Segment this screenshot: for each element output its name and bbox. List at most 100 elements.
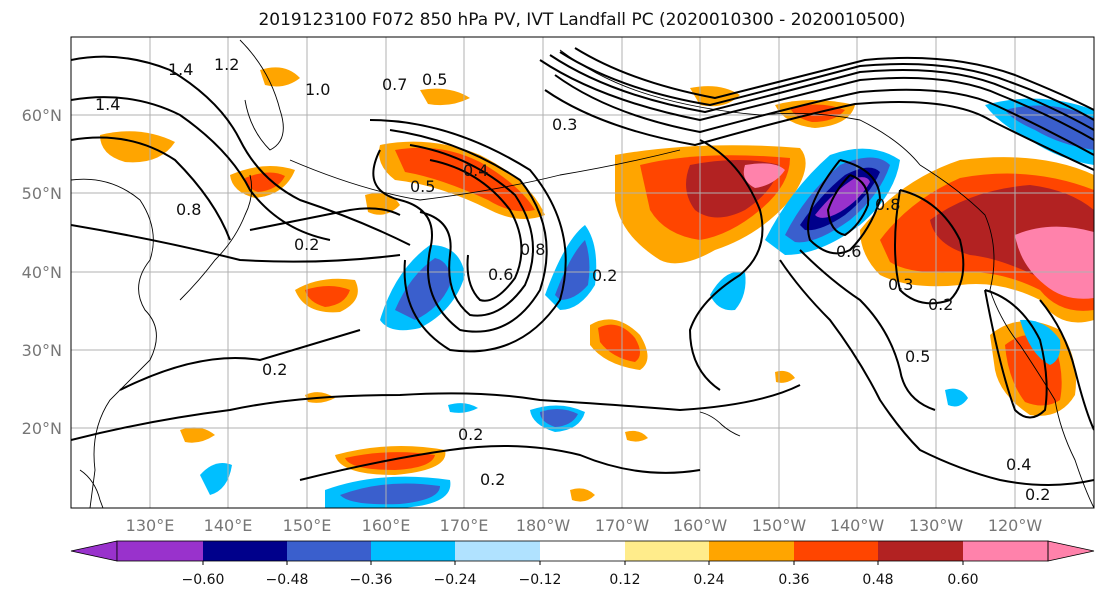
colorbar-tick-label: −0.24 [434, 572, 477, 588]
colorbar-tick-label: 0.48 [862, 572, 893, 588]
colorbar-extend-high [1047, 540, 1095, 562]
graticule [71, 37, 1094, 508]
contour-label: 0.2 [262, 360, 287, 379]
contour-jet-6 [574, 47, 1094, 111]
colorbar-tick-label: −0.12 [519, 572, 562, 588]
coast-japan [179, 174, 253, 301]
contour-jet-2 [549, 54, 1094, 131]
coast-philippines [79, 469, 104, 508]
contour-east-4 [807, 159, 882, 255]
contour-west-4 [71, 224, 401, 263]
coast-hawaii [699, 411, 741, 437]
lon-label-160w: 160°W [673, 516, 728, 535]
contour-label: 0.8 [875, 195, 900, 214]
coast-north-america [919, 164, 1094, 508]
contour-label: 0.2 [294, 235, 319, 254]
positive-region-pnw-pink [1015, 226, 1094, 299]
colorbar-swatch [287, 541, 371, 561]
colorbar: −0.60 −0.48 −0.36 −0.24 −0.12 0.12 0.24 … [70, 540, 1095, 588]
colorbar-tick-label: 0.60 [947, 572, 978, 588]
contour-label: 0.3 [552, 115, 577, 134]
contour-label: 0.5 [905, 347, 930, 366]
negative-region-south-3 [200, 462, 232, 495]
contour-east-5 [826, 174, 870, 237]
contour-label: 0.4 [463, 161, 488, 180]
contour-label: 0.8 [520, 240, 545, 259]
contour-label: 0.2 [480, 470, 505, 489]
positive-region-gulf-pink [743, 163, 785, 188]
contour-trough-2 [409, 144, 534, 317]
lat-label-30n: 30°N [22, 341, 62, 360]
contour-jet-5 [544, 89, 1094, 171]
contour-east-7 [984, 289, 1048, 419]
contour-label: 0.3 [888, 275, 913, 294]
contour-label: 0.6 [836, 242, 861, 261]
coast-asia [71, 178, 157, 508]
contour-label: 1.0 [305, 80, 330, 99]
contour-east-8 [1039, 299, 1094, 431]
map-panel: 1.4 1.2 1.0 0.7 0.5 0.3 0.2 0.4 0.6 0.8 … [70, 36, 1095, 509]
lat-label-50n: 50°N [22, 184, 62, 203]
contour-jet-3 [559, 51, 1094, 121]
contour-west-8 [249, 207, 401, 231]
negative-region-south-1-blue [540, 408, 578, 427]
colorbar-tick-label: −0.36 [350, 572, 393, 588]
contour-label: 0.8 [176, 200, 201, 219]
lon-label-170w: 170°W [595, 516, 650, 535]
contour-jet-4 [554, 74, 1094, 156]
contour-west-2 [71, 96, 331, 241]
lat-label-40n: 40°N [22, 263, 62, 282]
contour-west-3 [71, 136, 231, 241]
colorbar-tick-label: 0.24 [693, 572, 724, 588]
positive-region-japan-red [245, 172, 285, 192]
positive-region-south-6 [775, 370, 795, 383]
contour-label: 0.5 [422, 70, 447, 89]
colorbar-tick-label: −0.48 [266, 572, 309, 588]
coast-kamchatka [239, 39, 284, 151]
lon-label-140w: 140°W [830, 516, 885, 535]
contour-label: 1.4 [168, 60, 193, 79]
contour-east-6 [894, 189, 965, 305]
colorbar-swatch [540, 541, 625, 561]
contour-label: 0.6 [488, 265, 513, 284]
map-frame [70, 36, 1095, 509]
lon-label-180w: 180°W [516, 516, 571, 535]
colorbar-extend-low [70, 540, 118, 562]
contour-label: 1.2 [214, 55, 239, 74]
lat-label-60n: 60°N [22, 106, 62, 125]
contour-label: 0.5 [410, 177, 435, 196]
colorbar-swatch [794, 541, 878, 561]
colorbar-tick-label: 0.12 [609, 572, 640, 588]
contour-label: 0.2 [1025, 485, 1050, 504]
lon-label-130w: 130°W [909, 516, 964, 535]
lon-label-150w: 150°W [752, 516, 807, 535]
positive-region-midpac-west-red [305, 286, 350, 307]
coastlines [71, 39, 1094, 508]
negative-region-hawaii-east [945, 388, 968, 407]
latitude-labels: 60°N 50°N 40°N 30°N 20°N [22, 106, 62, 438]
lon-label-120w: 120°W [988, 516, 1043, 535]
negative-region-south-2-blue [340, 483, 440, 505]
colorbar-swatch [878, 541, 963, 561]
contour-east-3 [799, 249, 936, 411]
contour-label: 0.7 [382, 75, 407, 94]
figure-title: 2019123100 F072 850 hPa PV, IVT Landfall… [258, 10, 905, 30]
pv-contours [71, 47, 1094, 486]
contour-label: 0.2 [592, 266, 617, 285]
contour-trough-4 [369, 119, 567, 353]
contour-jet-1 [539, 59, 1094, 141]
positive-region-south-2 [180, 427, 215, 443]
lon-label-150e: 150°E [283, 516, 332, 535]
contour-label: 0.2 [928, 295, 953, 314]
colorbar-tick-label: −0.60 [182, 572, 225, 588]
negative-region-south-4 [448, 403, 478, 413]
contour-west-5 [119, 329, 361, 391]
contour-label: 0.2 [458, 425, 483, 444]
positive-region-kuroshio-red [395, 147, 535, 212]
contour-trough-1 [372, 129, 548, 333]
lon-label-130e: 130°E [126, 516, 175, 535]
contour-label: 1.4 [95, 95, 120, 114]
colorbar-swatch [117, 541, 203, 561]
coast-alaska [559, 49, 921, 166]
